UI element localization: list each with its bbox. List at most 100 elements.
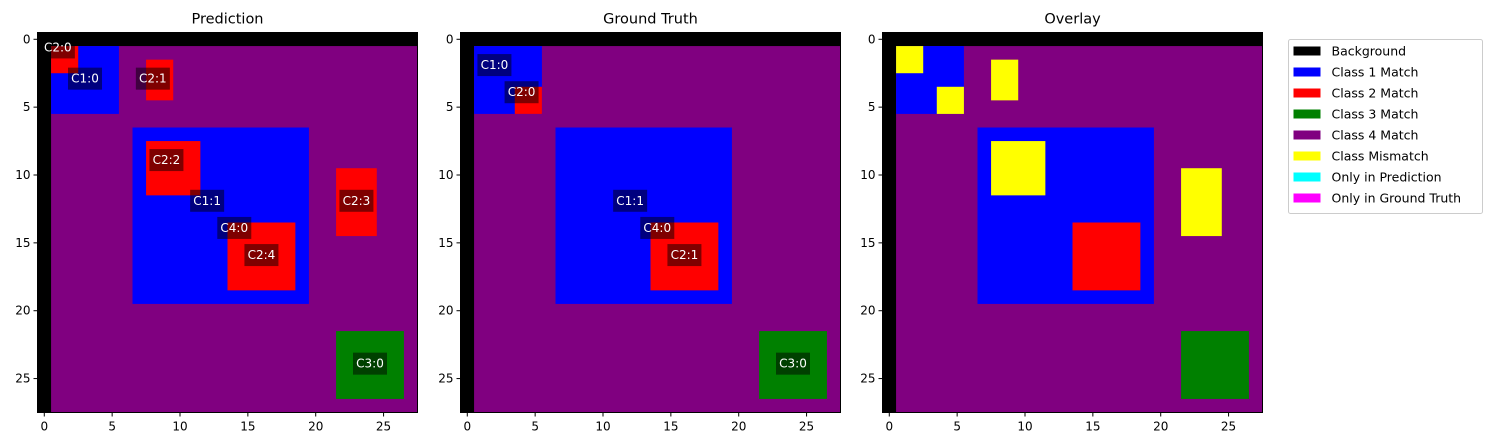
legend-entry: Class 2 Match [1293, 86, 1419, 101]
x-tick-label: 20 [731, 420, 746, 434]
x-tick-label: 5 [531, 420, 539, 434]
legend-label: Class 1 Match [1332, 65, 1419, 80]
instance-label-text: C1:1 [193, 194, 221, 208]
y-tick-label: 5 [868, 100, 876, 114]
instance-label-box [40, 36, 75, 59]
panel-title: Overlay [1044, 12, 1101, 28]
instance-label-box [339, 189, 374, 212]
instance-label: C2:0 [40, 36, 75, 59]
x-tick-label: 15 [663, 420, 678, 434]
x-tick-label: 0 [40, 420, 48, 434]
legend-entry: Class Mismatch [1293, 149, 1429, 164]
instance-label-box [217, 216, 252, 239]
legend-label: Class 4 Match [1332, 128, 1419, 143]
instance-label-text: C2:0 [44, 40, 72, 54]
instance-label-text: C2:1 [139, 72, 167, 86]
y-tick-label: 5 [446, 100, 454, 114]
legend-label: Only in Ground Truth [1332, 191, 1462, 206]
x-tick-label: 5 [953, 420, 961, 434]
legend-entry: Class 3 Match [1293, 107, 1419, 122]
axes-frame [460, 32, 841, 413]
instance-label-text: C2:4 [248, 248, 276, 262]
x-tick-label: 15 [240, 420, 255, 434]
instance-label: C2:4 [244, 244, 279, 267]
panel-2: C1:0 C2:0 C1:1 C4:0C2:1 C3:0 Ground Truth 0 5 10… [438, 12, 841, 434]
instance-label: C2:3 [339, 189, 374, 212]
y-tick-label: 25 [15, 372, 30, 386]
y-tick-label: 0 [446, 32, 454, 46]
instance-label-text: C2:0 [508, 85, 536, 99]
instance-label: C1:0 [68, 67, 102, 90]
legend-label: Class 3 Match [1332, 107, 1419, 122]
instance-label: C2:1 [667, 244, 702, 267]
legend-label: Class 2 Match [1332, 86, 1419, 101]
instance-label-text: C1:1 [616, 194, 644, 208]
legend-swatch [1293, 193, 1321, 203]
region-class-5 [991, 141, 1046, 196]
x-tick-label: 25 [1221, 420, 1236, 434]
y-tick-label: 0 [23, 32, 31, 46]
legend-entry: Only in Prediction [1293, 170, 1442, 185]
y-tick-label: 10 [15, 168, 30, 182]
y-tick-label: 20 [438, 304, 453, 318]
instance-label-box [149, 149, 184, 172]
legend-frame [1288, 39, 1483, 214]
x-tick-label: 25 [799, 420, 814, 434]
legend-swatch [1293, 172, 1321, 182]
y-tick-label: 25 [438, 372, 453, 386]
instance-label: C4:0 [217, 216, 252, 239]
instance-label-box [667, 244, 702, 267]
instance-label-box [68, 67, 102, 90]
instance-label-box [353, 352, 387, 375]
x-tick-label: 15 [1085, 420, 1100, 434]
legend-label: Class Mismatch [1332, 149, 1429, 164]
axes-frame [882, 32, 1263, 413]
panel-title: Prediction [191, 12, 263, 28]
panel-title: Ground Truth [603, 12, 698, 28]
instance-label-text: C2:3 [343, 194, 371, 208]
region-class-3 [1181, 331, 1249, 399]
axes-frame [37, 32, 418, 413]
legend-swatch [1293, 88, 1321, 98]
instance-label-box [244, 244, 279, 267]
y-tick-label: 20 [860, 304, 875, 318]
panel-3: Overlay 0 5 10 15 20 25 0 5 10 15 20 25 [860, 12, 1263, 434]
x-tick-label: 10 [172, 420, 187, 434]
instance-label-text: C1:0 [71, 72, 99, 86]
instance-label-text: C2:1 [671, 248, 699, 262]
instance-label-text: C3:0 [356, 357, 384, 371]
legend-entry: Class 1 Match [1293, 65, 1419, 80]
x-tick-label: 0 [463, 420, 471, 434]
instance-label-text: C4:0 [220, 221, 248, 235]
y-tick-label: 20 [15, 304, 30, 318]
instance-label: C3:0 [776, 352, 810, 375]
legend-entry: Class 4 Match [1293, 128, 1419, 143]
instance-label-box [776, 352, 810, 375]
instance-label-box [613, 189, 648, 212]
legend-swatch [1293, 109, 1321, 119]
legend-swatch [1293, 130, 1321, 140]
instance-label: C1:1 [190, 189, 225, 212]
y-tick-label: 15 [860, 236, 875, 250]
instance-label: C2:2 [149, 149, 184, 172]
y-tick-label: 25 [860, 372, 875, 386]
y-tick-label: 10 [438, 168, 453, 182]
instance-label: C1:0 [477, 54, 512, 77]
y-tick-label: 15 [15, 236, 30, 250]
x-tick-label: 0 [885, 420, 893, 434]
region-class-5 [936, 86, 964, 114]
instance-label-text: C3:0 [779, 357, 807, 371]
instance-label: C4:0 [640, 216, 675, 239]
instance-label-box [135, 67, 170, 90]
x-tick-label: 25 [376, 420, 391, 434]
instance-label-box [640, 216, 675, 239]
legend-label: Background [1332, 44, 1407, 59]
instance-label: C1:1 [613, 189, 648, 212]
x-tick-label: 20 [1153, 420, 1168, 434]
instance-label-box [190, 189, 225, 212]
legend-swatch [1293, 46, 1321, 56]
instance-label-text: C4:0 [643, 221, 671, 235]
x-tick-label: 10 [595, 420, 610, 434]
y-tick-label: 0 [868, 32, 876, 46]
